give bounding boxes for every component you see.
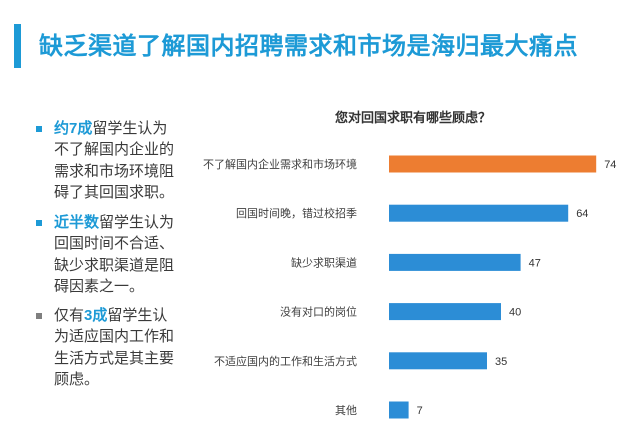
title-accent-bar xyxy=(14,24,21,68)
bar xyxy=(389,155,597,173)
bullet-highlight: 约7成 xyxy=(54,120,93,137)
bullet-line: 近半数留学生认为 xyxy=(54,212,174,233)
bullet-marker xyxy=(36,313,42,319)
bullet-line: 碍了其回国求职。 xyxy=(54,183,175,201)
bullet-text: 留学生认 xyxy=(107,307,168,324)
chart-title: 您对回国求职有哪些顾虑？ xyxy=(334,110,491,125)
bullet-highlight: 3成 xyxy=(84,307,108,324)
bullet-line: 回国时间不合适、 xyxy=(54,235,175,253)
bullet-text: 留学生认为 xyxy=(99,214,175,231)
bullet-marker xyxy=(36,220,42,226)
value-label: 64 xyxy=(576,208,588,220)
bullet-line: 碍因素之一。 xyxy=(54,277,145,295)
bullet-line: 需求和市场环境阻 xyxy=(54,162,175,180)
bar xyxy=(389,401,409,419)
category-label: 其他 xyxy=(335,404,357,417)
bullet-point: 仅有3成留学生认 为适应国内工作和 生活方式是其主要 顾虑。 xyxy=(36,305,175,390)
value-label: 7 xyxy=(417,405,423,417)
bar xyxy=(389,352,487,370)
value-label: 74 xyxy=(604,159,616,171)
category-label: 不适应国内的工作和生活方式 xyxy=(214,354,357,368)
bullet-text: 留学生认为 xyxy=(92,120,168,137)
bullet-prefix: 仅有 xyxy=(54,307,85,324)
bullet-line: 生活方式是其主要 xyxy=(54,349,175,367)
bar xyxy=(389,303,501,321)
bullet-point: 约7成留学生认为 不了解国内企业的 需求和市场环境阻 碍了其回国求职。 xyxy=(36,118,175,203)
category-label: 回国时间晚，错过校招季 xyxy=(236,206,357,220)
bullet-line: 仅有3成留学生认 xyxy=(54,305,174,326)
bar-chart: 不了解国内企业需求和市场环境 74 回国时间晚，错过校招季 64 缺少求职渠道 47 没有对… xyxy=(203,155,616,419)
bullet-line: 不了解国内企业的 xyxy=(54,141,175,159)
page-title: 缺乏渠道了解国内招聘需求和市场是海归最大痛点 xyxy=(39,33,578,60)
bullet-point: 近半数留学生认为 回国时间不合适、 缺少求职渠道是阻 碍因素之一。 xyxy=(36,212,175,297)
bullet-line: 缺少求职渠道是阻 xyxy=(54,256,175,274)
bar xyxy=(389,253,521,271)
value-label: 47 xyxy=(529,257,541,269)
category-label: 缺少求职渠道 xyxy=(291,255,357,269)
category-label: 没有对口的岗位 xyxy=(280,305,357,319)
bullet-line: 约7成留学生认为 xyxy=(54,118,174,139)
bullet-marker xyxy=(36,126,42,132)
value-label: 40 xyxy=(509,307,521,319)
category-label: 不了解国内企业需求和市场环境 xyxy=(203,157,357,171)
bullet-line: 为适应国内工作和 xyxy=(54,328,175,346)
bar xyxy=(389,204,569,222)
bullet-line: 顾虑。 xyxy=(54,370,100,388)
value-label: 35 xyxy=(495,356,507,368)
bullet-highlight: 近半数 xyxy=(54,214,100,231)
